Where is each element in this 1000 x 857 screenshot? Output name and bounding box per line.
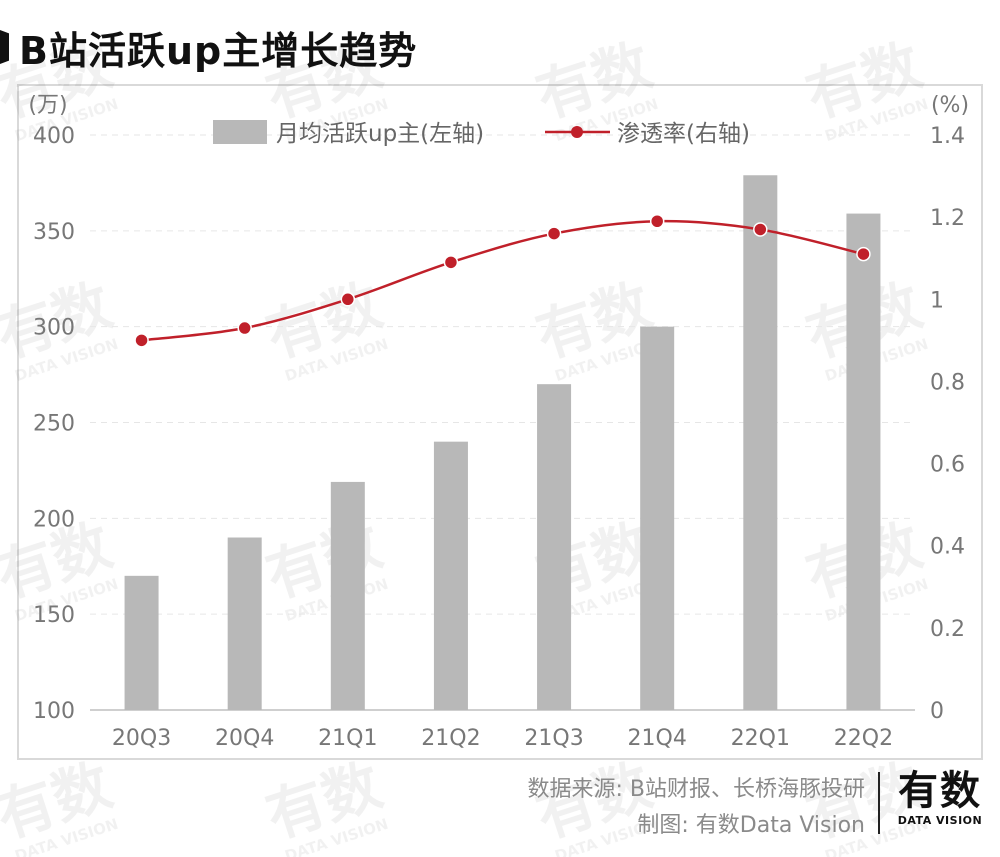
right-axis-tick-label: 0.2	[930, 617, 965, 642]
x-axis-tick-label: 21Q4	[628, 726, 687, 751]
left-axis-tick-label: 250	[33, 412, 75, 437]
penetration-point-20Q4	[237, 320, 252, 336]
penetration-point-21Q4	[649, 214, 665, 229]
bar-20Q4	[227, 537, 262, 710]
left-axis-tick-label: 400	[33, 124, 75, 149]
right-axis-tick-label: 0.4	[930, 535, 965, 560]
left-axis-tick-label: 350	[33, 220, 75, 245]
left-axis-tick-label: 200	[33, 507, 75, 532]
right-axis-tick-label: 1	[930, 288, 944, 313]
bar-22Q2	[846, 213, 881, 711]
legend-bar-swatch	[213, 120, 267, 144]
x-axis-tick-label: 21Q1	[318, 726, 377, 751]
right-axis-tick-label: 0	[930, 699, 944, 724]
source-note: 数据来源: B站财报、长桥海豚投研	[527, 777, 866, 802]
bar-20Q3	[124, 575, 159, 710]
x-axis-tick-label: 22Q2	[834, 726, 893, 751]
footer: 数据来源: B站财报、长桥海豚投研 制图: 有数Data Vision	[528, 772, 866, 844]
left-axis-tick-label: 100	[33, 699, 75, 724]
x-axis-tick-label: 20Q3	[112, 726, 171, 751]
left-axis-tick-label: 300	[33, 316, 75, 341]
brand-logo: 有数 DATA VISION	[890, 768, 990, 827]
penetration-point-21Q3	[546, 226, 562, 241]
bar-21Q1	[330, 481, 365, 710]
left-axis-tick-label: 150	[33, 603, 75, 628]
x-axis-tick-label: 22Q1	[731, 726, 790, 751]
logo-sub-text: DATA VISION	[897, 814, 983, 827]
title-marker	[0, 30, 9, 64]
chart-frame	[17, 84, 983, 760]
right-axis-tick-label: 0.6	[930, 453, 965, 478]
right-axis-tick-label: 0.8	[930, 370, 965, 395]
right-axis-tick-label: 1.2	[930, 206, 965, 231]
penetration-point-21Q2	[443, 255, 459, 270]
bar-21Q2	[433, 441, 468, 710]
penetration-point-22Q1	[753, 222, 768, 237]
bar-22Q1	[743, 175, 778, 710]
right-axis-tick-label: 1.4	[930, 124, 965, 149]
page-title: B站活跃up主增长趋势	[19, 28, 418, 73]
right-axis-unit: (%)	[931, 93, 969, 118]
penetration-point-22Q2	[856, 246, 871, 262]
penetration-point-20Q3	[134, 333, 149, 348]
bar-21Q4	[640, 326, 675, 710]
left-axis-unit: (万)	[28, 93, 67, 118]
penetration-point-21Q1	[340, 292, 356, 307]
x-axis-tick-label: 21Q3	[524, 726, 583, 751]
legend-bar-label: 月均活跃up主(左轴)	[276, 121, 484, 147]
penetration-line	[141, 219, 864, 342]
bar-21Q3	[537, 384, 572, 710]
logo-divider	[878, 772, 880, 834]
title-bar: B站活跃up主增长趋势	[0, 22, 418, 73]
legend-line-label: 渗透率(右轴)	[617, 121, 750, 147]
credit-note: 制图: 有数Data Vision	[637, 813, 865, 838]
logo-main-text: 有数	[898, 768, 982, 814]
x-axis-tick-label: 21Q2	[421, 726, 480, 751]
legend-line-marker	[571, 126, 583, 138]
x-axis-tick-label: 20Q4	[215, 726, 274, 751]
